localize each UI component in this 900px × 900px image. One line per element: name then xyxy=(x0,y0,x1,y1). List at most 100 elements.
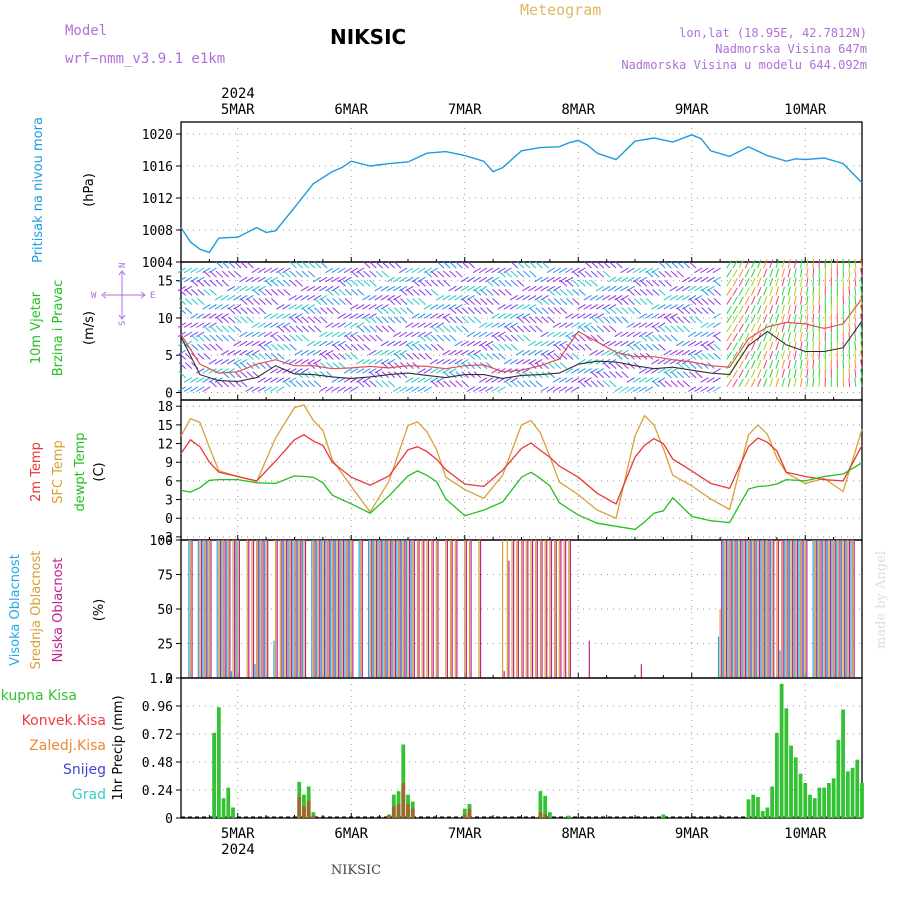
wind-barb xyxy=(486,279,494,287)
precip-total-bar xyxy=(401,744,406,818)
wind-barb xyxy=(546,386,555,392)
precip-total-bar xyxy=(221,798,226,818)
wind-barb xyxy=(757,277,762,287)
wind-barb xyxy=(848,295,851,305)
wind-barb xyxy=(793,377,797,387)
wind-barb xyxy=(319,331,328,338)
wind-barb xyxy=(781,378,785,387)
wind-barb xyxy=(565,377,574,383)
wind-barb xyxy=(510,325,519,333)
wind-barb xyxy=(848,341,851,351)
wind-barb xyxy=(190,313,199,319)
wind-barb xyxy=(393,371,402,379)
wind-barb xyxy=(787,268,791,278)
wind-barb xyxy=(540,340,549,347)
wind-barb xyxy=(307,325,316,333)
wind-barb xyxy=(793,350,797,360)
wind-barb xyxy=(197,298,205,305)
wind-barb xyxy=(595,349,605,356)
wind-barb xyxy=(486,352,494,360)
wind-barb xyxy=(349,386,359,392)
wind-barb xyxy=(183,267,193,274)
wind-barb xyxy=(197,352,205,360)
wind-barb xyxy=(215,343,223,351)
wind-barb xyxy=(209,325,217,333)
wind-barb xyxy=(800,268,803,278)
panel-frame xyxy=(180,677,863,819)
wind-barb xyxy=(380,349,389,356)
wind-barb xyxy=(184,288,193,296)
bottom-day-label: 8MAR xyxy=(561,826,595,842)
wind-barb xyxy=(405,267,414,274)
wind-barb xyxy=(276,377,285,383)
wind-barb xyxy=(510,380,519,388)
wind-barb xyxy=(763,259,768,269)
wind-barb xyxy=(800,359,803,369)
wind-barb xyxy=(602,380,611,388)
wind-barb xyxy=(301,334,310,342)
wind-barb xyxy=(331,377,340,383)
pressure-title: Pritisak na nivou mora xyxy=(31,117,46,263)
wind-barb xyxy=(572,270,580,278)
y-tick-label: 75 xyxy=(157,569,173,584)
wind-barb xyxy=(509,313,518,319)
wind-barb xyxy=(547,316,555,324)
wind-barb xyxy=(289,316,297,324)
wind-barb xyxy=(529,261,537,269)
wind-barb xyxy=(252,298,260,305)
wind-barb xyxy=(498,334,506,342)
wind-barb xyxy=(546,331,555,338)
wind-barb xyxy=(806,268,809,278)
wind-barb xyxy=(800,277,803,287)
wind-barb xyxy=(480,298,488,305)
wind-barb xyxy=(701,288,709,296)
wind-barb xyxy=(559,307,568,315)
wind-barb xyxy=(343,267,352,274)
wind-barb xyxy=(357,288,365,296)
wind-barb xyxy=(369,279,377,287)
station-altitude: Nadmorska Visina 647m xyxy=(715,42,867,56)
wind-barb xyxy=(781,350,785,360)
wind-barb xyxy=(633,307,642,315)
wind-barb xyxy=(418,352,426,360)
wind-barb xyxy=(787,377,791,387)
wind-barb xyxy=(632,322,641,328)
wind-barb xyxy=(615,371,623,379)
wind-barb xyxy=(652,380,660,388)
wind-barb xyxy=(645,377,654,383)
panel-frame xyxy=(180,121,863,263)
wind-barb xyxy=(732,333,738,342)
wind-barb xyxy=(319,386,328,392)
wind-barb xyxy=(221,380,230,388)
wind-barb xyxy=(806,332,809,342)
wind-barb xyxy=(854,313,857,323)
wind-barb xyxy=(738,278,744,287)
wind-barb xyxy=(713,288,721,296)
wind-barb xyxy=(220,295,230,301)
wind-barb xyxy=(658,270,666,278)
wind-barb xyxy=(842,304,845,314)
wind-barb xyxy=(744,332,750,342)
wind-barb xyxy=(706,267,715,274)
wind-barb xyxy=(769,323,774,333)
y-tick-label: 0 xyxy=(165,512,173,527)
wind-barb xyxy=(430,343,439,351)
wind-barb xyxy=(251,340,260,347)
wind-barb xyxy=(399,267,408,274)
wind-barb xyxy=(430,334,439,342)
wind-barb xyxy=(467,352,476,360)
wind-barb xyxy=(480,307,488,315)
wind-barb xyxy=(589,304,598,310)
wind-barb xyxy=(417,267,426,274)
wind-barb xyxy=(449,261,457,269)
wind-barb xyxy=(338,279,346,287)
wind-barb xyxy=(854,350,857,360)
wind-barb xyxy=(480,343,488,351)
wind-barb xyxy=(638,267,648,274)
wind-barb xyxy=(645,279,654,287)
wind-barb xyxy=(504,288,512,296)
wind-barb xyxy=(479,377,488,383)
wind-barb xyxy=(626,331,635,338)
wind-barb xyxy=(423,377,432,383)
wind-barb xyxy=(614,386,623,392)
